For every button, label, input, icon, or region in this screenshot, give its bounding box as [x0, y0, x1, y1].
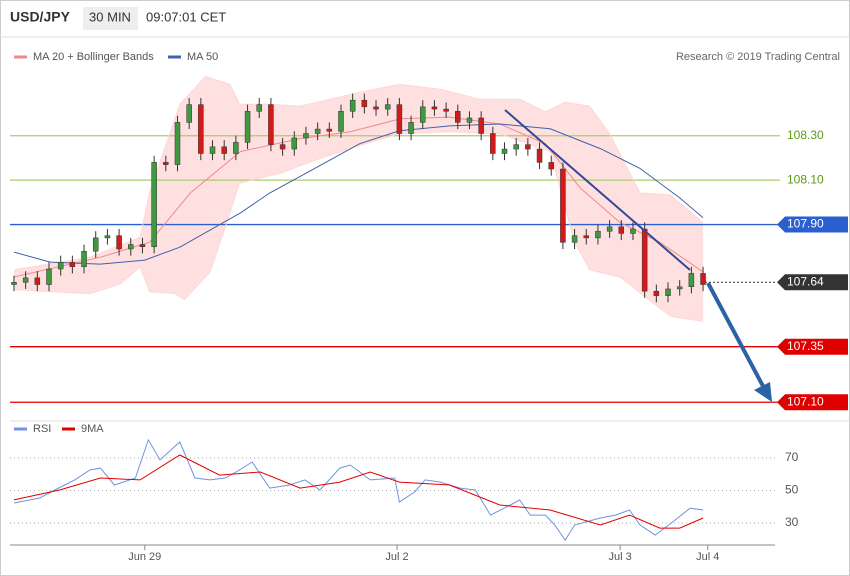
candle-body — [536, 148, 543, 163]
candle-body — [513, 144, 519, 150]
arrow-head — [754, 382, 772, 402]
candle-body — [314, 128, 321, 134]
trend-line — [504, 109, 691, 271]
candle-body — [163, 162, 169, 165]
x-tick-label: Jun 29 — [128, 551, 161, 563]
legend-label: RSI — [33, 423, 51, 435]
level-label: 107.90 — [787, 217, 824, 231]
candle-body — [618, 226, 625, 234]
legend-label: 9MA — [81, 423, 104, 435]
candle-body — [478, 117, 484, 134]
candle-body — [279, 144, 286, 150]
candle-body — [665, 288, 671, 296]
x-tick-label: Jul 3 — [609, 551, 632, 563]
band-lower — [13, 131, 704, 322]
candle-body — [349, 99, 356, 112]
level-label: 108.30 — [787, 128, 824, 142]
level-label: 107.35 — [787, 339, 824, 353]
candle-body — [11, 282, 17, 285]
candle-body — [560, 168, 566, 243]
candle-body — [548, 162, 554, 170]
forecast-arrow — [706, 282, 766, 389]
candle-body — [384, 104, 391, 110]
candle-body — [688, 273, 695, 287]
candle-body — [303, 133, 309, 139]
interval-box — [83, 7, 138, 30]
candle-body — [34, 277, 41, 285]
candle-body — [700, 273, 706, 285]
interval: 30 MIN — [89, 9, 131, 24]
candle-body — [583, 235, 590, 239]
candle-body — [268, 104, 274, 145]
level-label: 107.10 — [787, 394, 824, 408]
candle-body — [606, 226, 613, 232]
level-label: 108.10 — [787, 172, 824, 186]
candle-body — [209, 146, 216, 154]
candle-body — [431, 106, 438, 110]
candle-body — [186, 104, 192, 123]
candle-body — [244, 111, 251, 143]
legend-label: MA 50 — [187, 51, 218, 63]
candle-body — [396, 104, 403, 134]
candle-body — [92, 237, 99, 252]
candle-body — [128, 244, 134, 250]
candle-body — [57, 262, 64, 270]
rsi-line — [13, 454, 704, 529]
candle-body — [22, 277, 29, 283]
candle-body — [595, 230, 601, 239]
candle-body — [46, 268, 52, 285]
candle-body — [419, 106, 426, 123]
band-upper — [13, 75, 704, 271]
candle-body — [151, 162, 157, 248]
candle-body — [501, 148, 508, 154]
candle-body — [69, 262, 76, 268]
candle-body — [571, 235, 578, 243]
candle-body — [233, 142, 239, 154]
candle-body — [326, 128, 333, 132]
symbol: USD/JPY — [10, 9, 71, 25]
price-panel: 108.30 108.10 107.90 107.64 107.35 107.10 MA 2… — [10, 51, 848, 411]
candle-body — [653, 290, 660, 296]
y-tick-label: 50 — [785, 483, 799, 497]
candle-body — [81, 250, 87, 268]
candle-body — [373, 106, 379, 110]
moving-average — [13, 123, 704, 265]
candle-body — [361, 99, 368, 108]
candle-body — [174, 122, 181, 165]
time: 09:07:01 CET — [146, 9, 226, 24]
candle-body — [455, 111, 461, 123]
candle-body — [630, 228, 636, 234]
y-tick-label: 70 — [785, 450, 799, 464]
candle-body — [490, 133, 496, 154]
level-label-box — [777, 274, 848, 291]
candle-body — [525, 144, 531, 150]
x-tick-label: Jul 4 — [696, 551, 719, 563]
candle-body — [221, 146, 227, 154]
candle-body — [641, 228, 648, 292]
x-tick-label: Jul 2 — [385, 551, 408, 563]
legend-label: MA 20 + Bollinger Bands — [33, 51, 154, 63]
y-tick-label: 30 — [785, 515, 799, 529]
level-label-box — [777, 394, 848, 411]
candle-body — [198, 104, 204, 154]
level-label-box — [777, 216, 848, 233]
candle-body — [443, 108, 449, 112]
candle-body — [408, 122, 414, 134]
candle-body — [676, 286, 683, 290]
candle-body — [104, 235, 111, 239]
rsi-panel: 30 50 70 Jun 29 Jul 2 Jul 3 Jul 4 RSI 9MA — [10, 423, 799, 563]
level-label-box — [777, 338, 848, 355]
candle-body — [256, 104, 262, 112]
level-label: 107.64 — [787, 274, 824, 288]
candle-body — [291, 137, 298, 150]
credit: Research © 2019 Trading Central — [676, 51, 840, 63]
candle-body — [466, 117, 473, 123]
candle-body — [139, 244, 146, 248]
candle-body — [338, 111, 344, 132]
candle-body — [116, 235, 122, 250]
